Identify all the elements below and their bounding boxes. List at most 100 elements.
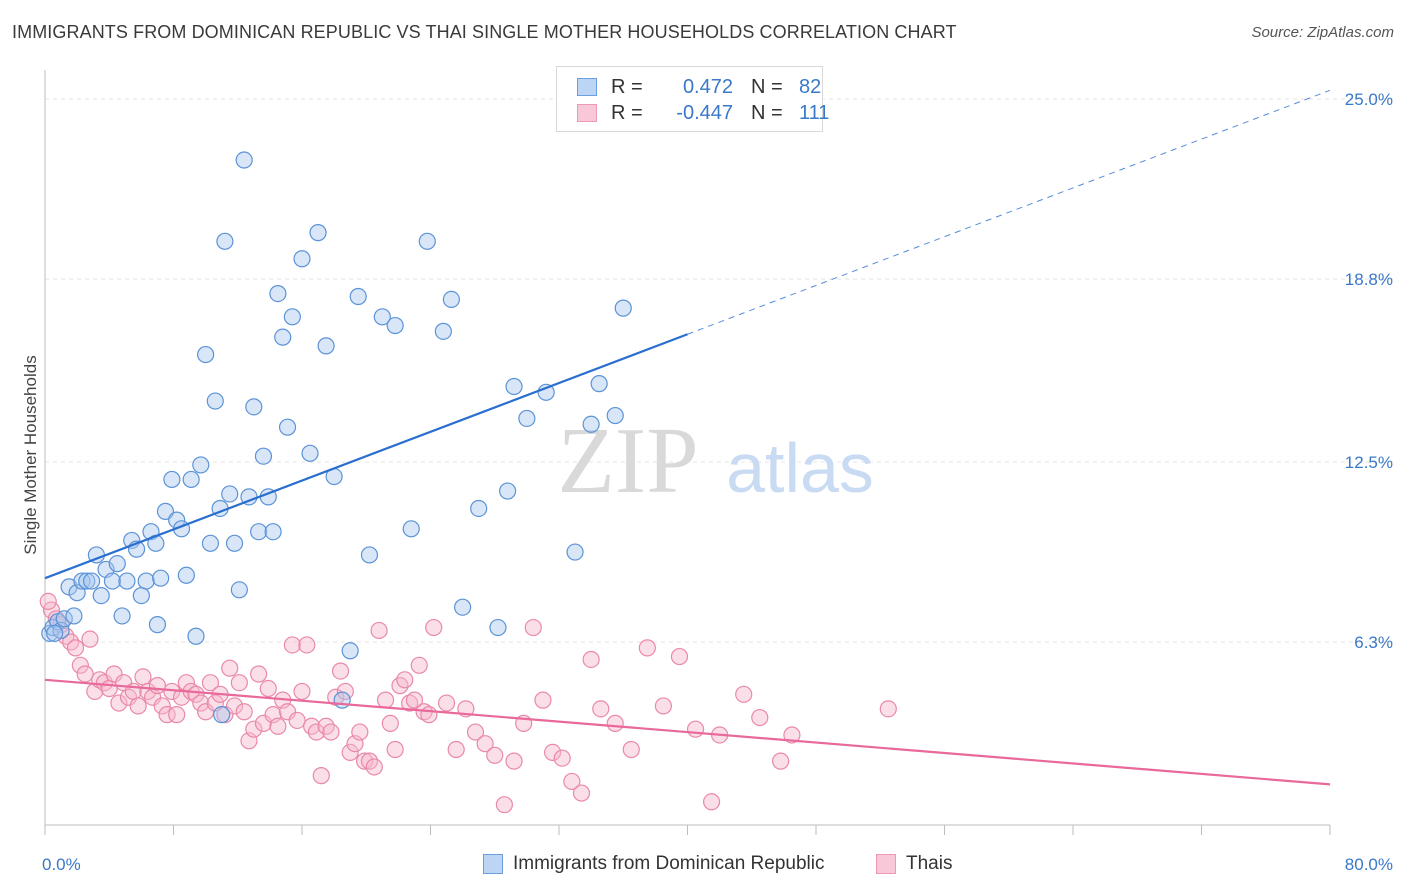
chart-title: IMMIGRANTS FROM DOMINICAN REPUBLIC VS TH… [12, 22, 957, 42]
dominican-point [78, 572, 96, 590]
thais-point [259, 679, 277, 698]
thais-point [476, 735, 494, 753]
thais-point [592, 700, 610, 718]
thais-points [39, 592, 897, 814]
thais-point [553, 749, 571, 767]
y-tick-label: 6.3% [1354, 633, 1393, 652]
dominican-point [163, 470, 181, 489]
dominican-point [225, 534, 244, 552]
dominican-point [230, 581, 248, 599]
watermark-zip: ZIP [558, 409, 699, 513]
thais-point [76, 665, 94, 683]
thais-point [606, 714, 624, 732]
dominican-point [148, 616, 167, 634]
thais-point [254, 714, 273, 732]
thais-point [288, 711, 306, 730]
dominican-point [137, 572, 155, 590]
thais-point [312, 767, 330, 785]
thais-point [341, 743, 359, 762]
thais-point [524, 618, 542, 637]
thais-point [582, 650, 600, 669]
dominican-point [301, 444, 319, 462]
dominican-point [221, 485, 239, 503]
dominican-point [317, 337, 335, 355]
thais-point [105, 665, 123, 683]
thais-point [702, 793, 721, 811]
dominican-point [274, 328, 292, 346]
thais-point [81, 630, 99, 648]
thais-point [410, 656, 428, 674]
thais-point [100, 679, 118, 698]
bottom-legend-label-dominican: Immigrants from Dominican Republic [513, 853, 825, 874]
thais-point [336, 682, 354, 701]
thais-point [71, 656, 89, 674]
dominican-point [333, 691, 351, 709]
watermark: ZIP atlas [558, 409, 874, 513]
thais-point [447, 740, 465, 759]
dominican-point [283, 308, 301, 326]
dominican-point [55, 610, 73, 628]
thais-point [654, 697, 673, 715]
dominican-point [132, 586, 150, 605]
thais-point [221, 659, 239, 677]
thais-point [686, 720, 705, 738]
bottom-legend-label-thais: Thais [906, 853, 953, 874]
y-tick-label: 12.5% [1345, 453, 1393, 472]
legend-n-value-dominican: 82 [799, 75, 822, 98]
dominican-point [489, 618, 507, 637]
dominican-point [245, 398, 263, 416]
thais-point [235, 703, 253, 721]
dominican-point [192, 456, 210, 474]
thais-point [572, 784, 591, 802]
axes [44, 70, 1331, 835]
thais-point [505, 752, 523, 770]
thais-point [225, 697, 244, 715]
y-tick-label: 25.0% [1345, 90, 1393, 109]
bottom-legend-thais: Thais [876, 850, 952, 878]
thais-point [495, 796, 513, 814]
source-credit: Source: ZipAtlas.com [1251, 24, 1394, 41]
thais-point [158, 706, 176, 724]
thais-point [670, 647, 689, 666]
dominican-point [386, 316, 404, 335]
thais-point [751, 708, 769, 727]
thais-point [370, 621, 388, 640]
thais-point [401, 694, 419, 712]
dominican-point [216, 232, 234, 250]
bottom-legend-swatch-blue [483, 854, 503, 874]
legend-swatch-pink [577, 104, 597, 122]
dominican-point [278, 418, 297, 436]
trend-lines [44, 89, 1331, 786]
dominican-point [454, 598, 472, 616]
thais-point [638, 639, 656, 657]
thais-point [110, 694, 128, 712]
thais-point [298, 636, 316, 654]
thais-point [365, 758, 383, 776]
thais-point [351, 723, 369, 741]
thais-point [376, 691, 395, 709]
dominican-point [235, 151, 253, 169]
thais-point [772, 752, 790, 770]
grid-lines [45, 98, 1395, 643]
thais-point [192, 694, 210, 712]
dominican-point [254, 447, 273, 465]
dominican-point [118, 572, 136, 590]
dominican-point [73, 572, 91, 590]
dominican-point [46, 624, 64, 642]
thais-point [563, 772, 581, 791]
thais-point [293, 682, 311, 701]
thais-point [148, 677, 167, 695]
dominican-point [250, 523, 268, 541]
dominican-trendline-extension [687, 89, 1331, 335]
thais-point [381, 714, 399, 732]
dominican-point [293, 250, 311, 268]
dominican-point [518, 409, 536, 428]
thais-point [66, 639, 85, 657]
legend-r-label: R = [611, 75, 643, 98]
thais-point [735, 685, 753, 703]
dominican-point [442, 290, 460, 309]
dominican-points [41, 151, 632, 724]
thais-point [278, 703, 297, 721]
dominican-point [373, 308, 391, 326]
dominican-point [499, 482, 517, 500]
